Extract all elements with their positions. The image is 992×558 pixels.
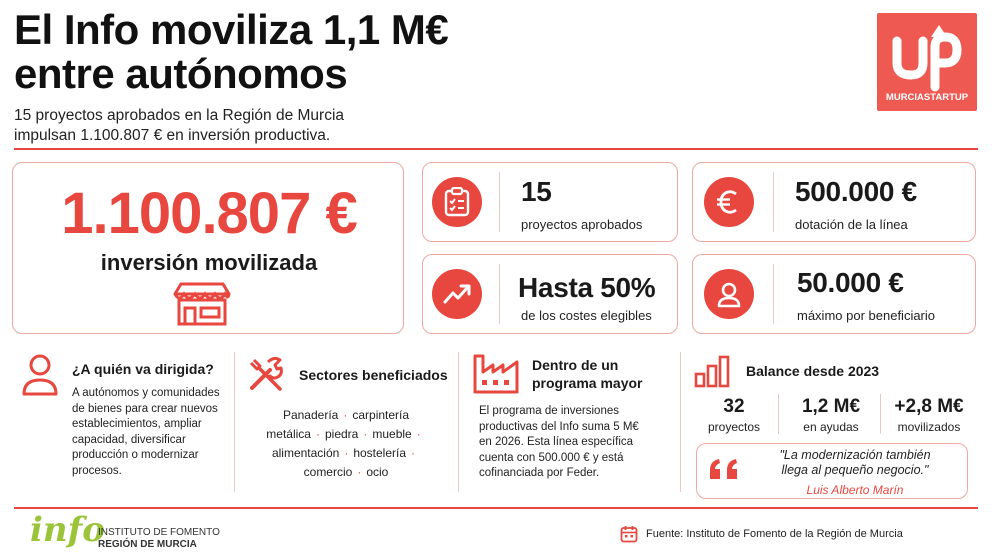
quote-box (696, 443, 968, 499)
quote-author: Luis Alberto Marín (806, 483, 904, 497)
euro-icon (717, 190, 737, 214)
trend-up-icon (443, 284, 471, 304)
program-text: El programa de inversiones productivas d… (479, 405, 639, 479)
stat-label-max: máximo por beneficiario (797, 308, 936, 323)
stat-separator (773, 264, 774, 324)
audience-title: ¿A quién va dirigida? (72, 361, 214, 377)
balance-separator (880, 394, 881, 434)
stat-icon-circle (704, 269, 754, 319)
sector-tag: comercio (303, 465, 353, 479)
stat-value-costs: Hasta 50% (518, 272, 656, 303)
section-separator (458, 352, 459, 492)
storefront-icon (173, 282, 231, 326)
stat-label-costs: de los costes elegibles (521, 308, 652, 323)
header-divider (14, 148, 978, 150)
source-text: Fuente: Instituto de Fomento de la Regió… (646, 528, 903, 540)
stat-icon-circle (704, 177, 754, 227)
user-icon (717, 282, 741, 308)
section-separator (680, 352, 681, 492)
murciastartup-logo: MURCIASTARTUP (877, 13, 977, 111)
sector-tag: Panadería (282, 408, 339, 422)
stat-separator (499, 172, 500, 232)
quote-marks-icon (710, 459, 737, 479)
sector-tag: carpintería (352, 408, 410, 422)
balance-value: 32 (723, 396, 745, 417)
audience-text: A autónomos y comunidades de bienes para… (72, 387, 220, 477)
balance-label: movilizados (897, 420, 961, 434)
sector-tag: hostelería (353, 446, 407, 460)
bar-chart-icon (694, 355, 730, 388)
clipboard-check-icon (444, 187, 470, 217)
balance-label: en ayudas (803, 420, 859, 434)
info-brand-text: INSTITUTO DE FOMENTO REGIÓN DE MURCIA (98, 527, 220, 550)
hero-card (12, 162, 404, 334)
stat-icon-circle (432, 177, 482, 227)
balance-value: 1,2 M€ (801, 396, 861, 417)
section-separator (234, 352, 235, 492)
balance-separator (778, 394, 779, 434)
stat-value-max: 50.000 € (797, 267, 904, 298)
balance-label: proyectos (707, 420, 761, 434)
stat-icon-circle (432, 269, 482, 319)
sector-tag: piedra (324, 427, 359, 441)
sectors-title: Sectores beneficiados (299, 367, 448, 383)
stat-value-budget: 500.000 € (795, 176, 917, 207)
info-brand-logo: info (30, 510, 105, 550)
sector-tag: alimentación (271, 446, 340, 460)
person-icon (22, 354, 58, 396)
footer-divider (14, 507, 978, 509)
stat-separator (773, 172, 774, 232)
page-title: El Info moviliza 1,1 M€ entre autónomos (14, 6, 449, 97)
stat-separator (499, 264, 500, 324)
tools-icon (249, 356, 283, 391)
page-subtitle: 15 proyectos aprobados en la Región de M… (14, 107, 345, 144)
factory-icon (473, 354, 519, 394)
hero-value: 1.100.807 € (61, 181, 357, 246)
hero-label: inversión movilizada (100, 250, 318, 275)
stat-label-projects: proyectos aprobados (521, 217, 643, 232)
calendar-icon (620, 526, 638, 543)
sector-tag: mueble (372, 427, 412, 441)
program-title: Dentro de un programa mayor (532, 357, 643, 391)
balance-value: +2,8 M€ (894, 396, 964, 417)
quote-text: "La modernización también llega al peque… (779, 448, 931, 477)
logo-text: MURCIASTARTUP (885, 92, 969, 103)
sector-tag: ocio (366, 465, 389, 479)
startup-up-logo (892, 25, 962, 92)
stat-value-projects: 15 (521, 176, 552, 207)
balance-title: Balance desde 2023 (746, 363, 880, 379)
stat-label-budget: dotación de la línea (795, 217, 908, 232)
sector-tag: metálica (266, 427, 311, 441)
sectors-tags: Panadería · carpintería metálica · piedra · mu… (266, 408, 421, 479)
